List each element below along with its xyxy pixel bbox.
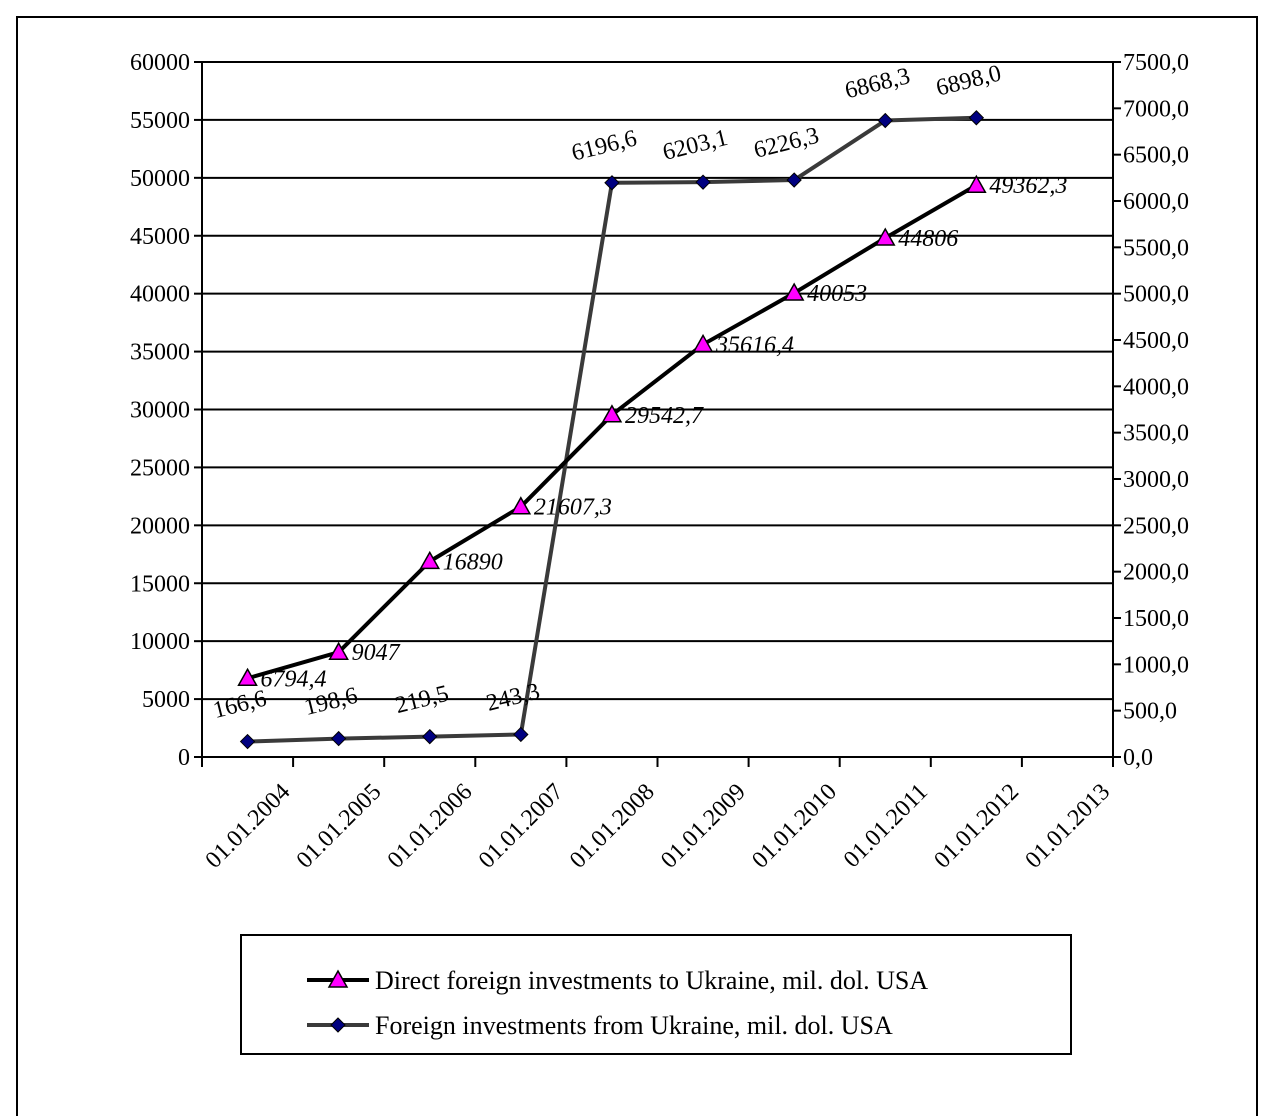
y-right-tick-label: 3500,0 [1123,421,1189,447]
y-right-tick-label: 0,0 [1123,745,1153,771]
data-point-diamond [513,726,529,743]
data-label-foreign-investments-from-ukraine: 219,5 [393,681,452,719]
y-left-tick-label: 45000 [130,224,190,250]
data-label-direct-foreign-investments: 9047 [352,640,401,666]
y-right-tick-label: 6000,0 [1123,189,1189,215]
legend-label-foreign-investments-from-ukraine: Foreign investments from Ukraine, mil. d… [375,1011,893,1040]
series-line-direct-foreign-investments [246,183,978,681]
y-left-tick-label: 55000 [130,108,190,134]
x-tick-label: 01.01.2008 [565,779,660,874]
data-label-direct-foreign-investments: 29542,7 [625,403,704,429]
y-right-tick-label: 4500,0 [1123,328,1189,354]
data-point-triangle [601,404,623,423]
data-point-diamond [968,110,985,126]
x-tick-label: 01.01.2005 [292,779,387,874]
data-point-triangle [874,227,896,246]
data-label-foreign-investments-from-ukraine: 6196,6 [569,125,639,166]
y-left-tick-label: 20000 [130,513,190,539]
chart-frame [16,16,1258,1116]
y-left-tick-label: 40000 [130,282,190,308]
data-point-diamond [330,730,347,747]
data-point-triangle [419,550,441,570]
legend-marker-triangle [327,969,349,988]
data-label-direct-foreign-investments: 16890 [443,549,503,575]
y-right-tick-label: 2000,0 [1123,560,1189,586]
y-right-tick-label: 6500,0 [1123,143,1189,169]
data-label-direct-foreign-investments: 44806 [898,226,958,252]
data-point-triangle [966,174,987,193]
data-label-direct-foreign-investments: 6794,4 [261,666,327,692]
x-tick-label: 01.01.2007 [474,779,569,874]
y-right-tick-label: 2500,0 [1123,513,1189,539]
y-left-tick-label: 30000 [130,398,190,424]
x-tick-label: 01.01.2011 [839,779,933,873]
y-right-tick-label: 500,0 [1123,699,1177,725]
data-label-foreign-investments-from-ukraine: 243,3 [484,679,543,717]
data-label-foreign-investments-from-ukraine: 6226,3 [751,123,821,164]
data-label-direct-foreign-investments: 21607,3 [534,495,612,521]
data-point-diamond [604,175,620,191]
data-point-diamond [422,728,438,745]
y-right-tick-label: 1000,0 [1123,652,1189,678]
data-label-foreign-investments-from-ukraine: 166,6 [211,686,270,724]
data-point-diamond [786,172,802,188]
legend-box [240,934,1072,1055]
data-point-triangle [783,282,805,301]
y-left-tick-label: 5000 [142,687,190,713]
x-tick-label: 01.01.2006 [383,779,478,874]
y-left-tick-label: 10000 [130,629,190,655]
x-tick-label: 01.01.2004 [201,779,296,874]
data-label-foreign-investments-from-ukraine: 6898,0 [933,60,1003,101]
data-point-triangle [692,333,714,353]
y-left-tick-label: 0 [178,745,190,771]
legend-marker-diamond [330,1017,346,1033]
y-left-tick-label: 35000 [130,340,190,366]
x-tick-label: 01.01.2013 [1020,779,1115,874]
data-point-triangle [237,667,258,687]
y-right-tick-label: 7500,0 [1123,50,1189,76]
data-label-direct-foreign-investments: 40053 [807,281,867,307]
data-point-diamond [877,112,893,129]
y-left-tick-label: 25000 [130,455,190,481]
data-point-diamond [239,733,256,750]
data-point-diamond [695,174,711,190]
data-point-triangle [510,496,532,515]
y-right-tick-label: 5500,0 [1123,235,1189,261]
data-label-direct-foreign-investments: 35616,4 [715,332,794,358]
legend-label-direct-foreign-investments: Direct foreign investments to Ukraine, m… [375,966,928,995]
y-right-tick-label: 4000,0 [1123,374,1189,400]
y-left-tick-label: 15000 [130,571,190,597]
data-label-foreign-investments-from-ukraine: 6203,1 [660,125,730,166]
y-right-tick-label: 1500,0 [1123,606,1189,632]
y-right-tick-label: 3000,0 [1123,467,1189,493]
x-tick-label: 01.01.2010 [747,779,842,874]
data-point-triangle [328,641,349,660]
x-tick-label: 01.01.2009 [656,779,751,874]
data-label-direct-foreign-investments: 49362,3 [989,173,1067,199]
y-left-tick-label: 50000 [130,166,190,192]
x-tick-label: 01.01.2012 [929,779,1024,874]
y-left-tick-label: 60000 [130,50,190,76]
y-right-tick-label: 7000,0 [1123,96,1189,122]
y-right-tick-label: 5000,0 [1123,282,1189,308]
data-label-foreign-investments-from-ukraine: 6868,3 [842,63,912,104]
